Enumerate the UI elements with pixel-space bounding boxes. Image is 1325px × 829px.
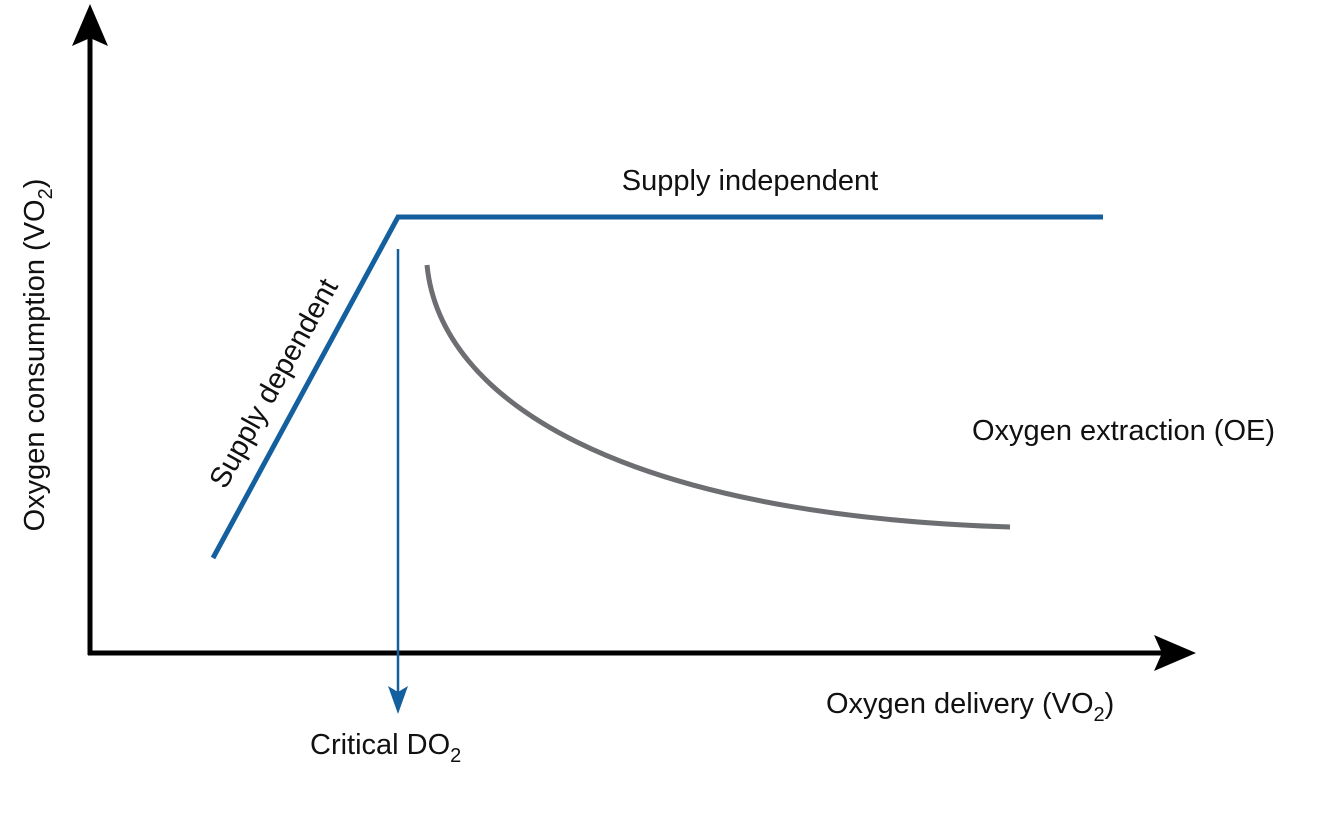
critical-label-subscript: 2	[450, 745, 461, 767]
y-axis-label-text: Oxygen consumption (VO	[19, 199, 51, 531]
x-axis-label-subscript: 2	[1094, 704, 1105, 726]
critical-arrow	[388, 686, 408, 714]
x-axis-label-text: Oxygen delivery (VO	[826, 688, 1094, 720]
critical-label-text: Critical DO	[310, 729, 450, 761]
oxygen-extraction-label: Oxygen extraction (OE)	[972, 415, 1275, 447]
y-axis-arrow	[72, 4, 108, 46]
critical-label: Critical DO2	[310, 729, 461, 767]
supply-independent-label: Supply independent	[622, 165, 878, 197]
supply-dependent-label: Supply dependent	[203, 274, 344, 494]
extraction-curve	[424, 264, 1011, 530]
y-axis-label-subscript: 2	[35, 188, 57, 199]
x-axis-label: Oxygen delivery (VO2)	[826, 688, 1114, 726]
y-axis-label: Oxygen consumption (VO2)	[19, 179, 57, 532]
consumption-line	[210, 214, 1103, 560]
x-axis-label-suffix: )	[1105, 688, 1115, 720]
y-axis-label-suffix: )	[19, 179, 51, 189]
x-axis-arrow	[1154, 635, 1196, 671]
